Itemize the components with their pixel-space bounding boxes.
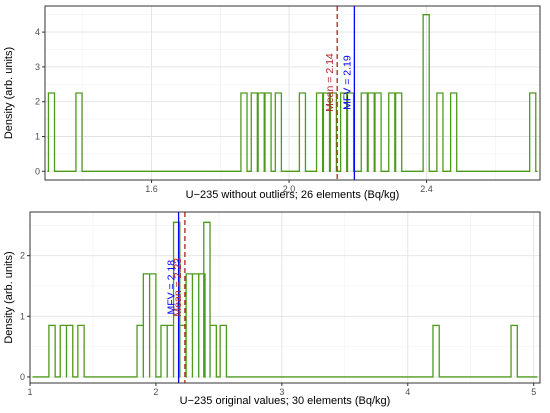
plot-border — [29, 211, 541, 384]
mfv-label: MFV = 2.18 — [166, 260, 178, 315]
y-tick-label: 2 — [35, 97, 40, 107]
mean-label: Mean = 2.14 — [324, 53, 336, 112]
mean-label: Mean = 2.23 — [172, 258, 184, 317]
x-tick-label: 2.0 — [283, 184, 296, 194]
plot-border — [44, 5, 541, 181]
plot-background — [45, 6, 540, 180]
histogram-outline — [32, 221, 538, 378]
y-tick-label: 2 — [20, 251, 25, 261]
plot-background — [30, 212, 540, 383]
x-tick-label: 2.4 — [420, 184, 433, 194]
x-axis-title: U−235 without outliers; 26 elements (Bq/… — [186, 189, 400, 201]
top-histogram-panel: Mean = 2.14 MFV = 2.19 1.6 2.0 2.4 0 1 2 3 4 U−235… — [3, 5, 541, 201]
x-axis-title: U−235 original values; 30 elements (Bq/k… — [180, 395, 391, 407]
x-tick-label: 1.6 — [145, 184, 158, 194]
x-tick-label: 5 — [531, 387, 536, 397]
x-tick-label: 2 — [153, 387, 158, 397]
y-axis-title: Density (arb. units) — [3, 47, 15, 139]
y-tick-label: 1 — [20, 311, 25, 321]
x-tick-label: 4 — [405, 387, 410, 397]
y-tick-label: 4 — [35, 27, 40, 37]
y-tick-label: 3 — [35, 62, 40, 72]
x-tick-label: 1 — [27, 387, 32, 397]
y-axis-title: Density (arb. units) — [3, 251, 15, 343]
y-tick-label: 1 — [35, 132, 40, 142]
y-tick-label: 0 — [20, 372, 25, 382]
x-tick-label: 3 — [279, 387, 284, 397]
y-tick-label: 0 — [35, 166, 40, 176]
mfv-label: MFV = 2.19 — [341, 55, 353, 110]
histogram-outline — [47, 14, 538, 172]
